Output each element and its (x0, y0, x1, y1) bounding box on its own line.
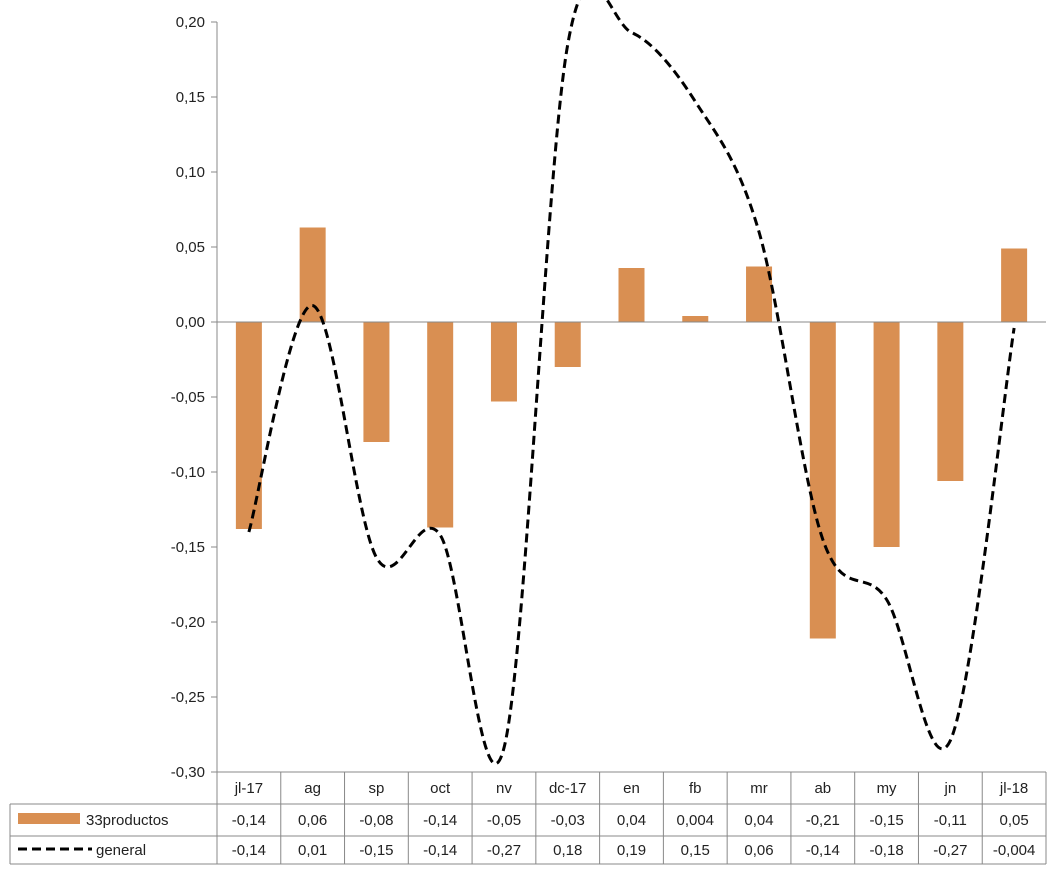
data-label-general: 0,19 (617, 842, 646, 859)
x-tick-label: fb (689, 780, 702, 797)
bar-oct (427, 322, 454, 528)
x-tick-label: oct (430, 780, 451, 797)
data-label-general: 0,06 (744, 842, 773, 859)
data-label-general: -0,004 (993, 842, 1036, 859)
data-label-33productos: 0,04 (744, 812, 773, 829)
data-label-general: -0,27 (933, 842, 967, 859)
legend-swatch-33productos (18, 813, 80, 824)
bar-ag (299, 227, 326, 322)
data-label-33productos: 0,05 (1000, 812, 1029, 829)
legend-label-general: general (96, 842, 146, 859)
data-label-general: -0,14 (423, 842, 457, 859)
y-tick-label: -0,20 (171, 614, 205, 631)
x-tick-label: dc-17 (549, 780, 587, 797)
x-tick-label: jl-17 (234, 780, 263, 797)
y-tick-label: -0,10 (171, 464, 205, 481)
y-tick-label: -0,15 (171, 539, 205, 556)
x-tick-label: mr (750, 780, 768, 797)
data-label-33productos: -0,11 (934, 812, 967, 829)
data-label-33productos: -0,14 (232, 812, 266, 829)
data-label-general: -0,27 (487, 842, 521, 859)
data-label-general: 0,15 (681, 842, 710, 859)
y-tick-label: 0,15 (176, 89, 205, 106)
y-axis: 0,20 0,15 0,10 0,05 0,00 -0,05 -0,10 -0,15 -0,20… (171, 14, 218, 781)
y-tick-label: -0,30 (171, 764, 205, 781)
data-label-general: -0,14 (232, 842, 266, 859)
data-table: jl-17 ag sp oct nv dc-17 en fb mr ab my jn jl-18 33pr… (9, 771, 1047, 865)
data-label-general: -0,14 (806, 842, 840, 859)
y-tick-label: 0,20 (176, 14, 205, 31)
x-tick-label: sp (369, 780, 385, 797)
data-label-general: -0,18 (869, 842, 903, 859)
x-tick-label: ag (304, 780, 321, 797)
data-label-33productos: -0,03 (551, 812, 585, 829)
data-label-33productos: -0,05 (487, 812, 521, 829)
data-label-general: -0,15 (359, 842, 393, 859)
y-tick-label: -0,05 (171, 389, 205, 406)
bar-ab (809, 322, 836, 639)
data-label-33productos: -0,15 (869, 812, 903, 829)
x-tick-label: en (623, 780, 640, 797)
bar-en (618, 268, 645, 322)
y-tick-label: 0,00 (176, 314, 205, 331)
data-label-general: 0,01 (298, 842, 327, 859)
data-label-33productos: -0,08 (359, 812, 393, 829)
legend-label-33productos: 33productos (86, 812, 169, 829)
data-label-33productos: -0,21 (806, 812, 840, 829)
bar-series-33productos (235, 227, 1028, 639)
y-tick-label: 0,10 (176, 164, 205, 181)
bar-nv (490, 322, 517, 402)
bar-jl-18 (1001, 248, 1028, 322)
bar-my (873, 322, 900, 547)
data-label-general: 0,18 (553, 842, 582, 859)
x-tick-label: jn (944, 780, 957, 797)
bar-jl-17 (235, 322, 262, 529)
x-tick-label: my (877, 780, 897, 797)
bar-dc-17 (554, 322, 581, 367)
bar-mr (746, 266, 773, 322)
x-tick-label: nv (496, 780, 512, 797)
x-tick-label: jl-18 (999, 780, 1028, 797)
data-label-33productos: 0,06 (298, 812, 327, 829)
x-tick-label: ab (814, 780, 831, 797)
bar-fb (682, 316, 709, 322)
bar-jn (937, 322, 964, 481)
y-tick-label: 0,05 (176, 239, 205, 256)
data-label-33productos: -0,14 (423, 812, 457, 829)
data-label-33productos: 0,004 (676, 812, 714, 829)
y-tick-label: -0,25 (171, 689, 205, 706)
data-label-33productos: 0,04 (617, 812, 646, 829)
bar-sp (363, 322, 390, 442)
